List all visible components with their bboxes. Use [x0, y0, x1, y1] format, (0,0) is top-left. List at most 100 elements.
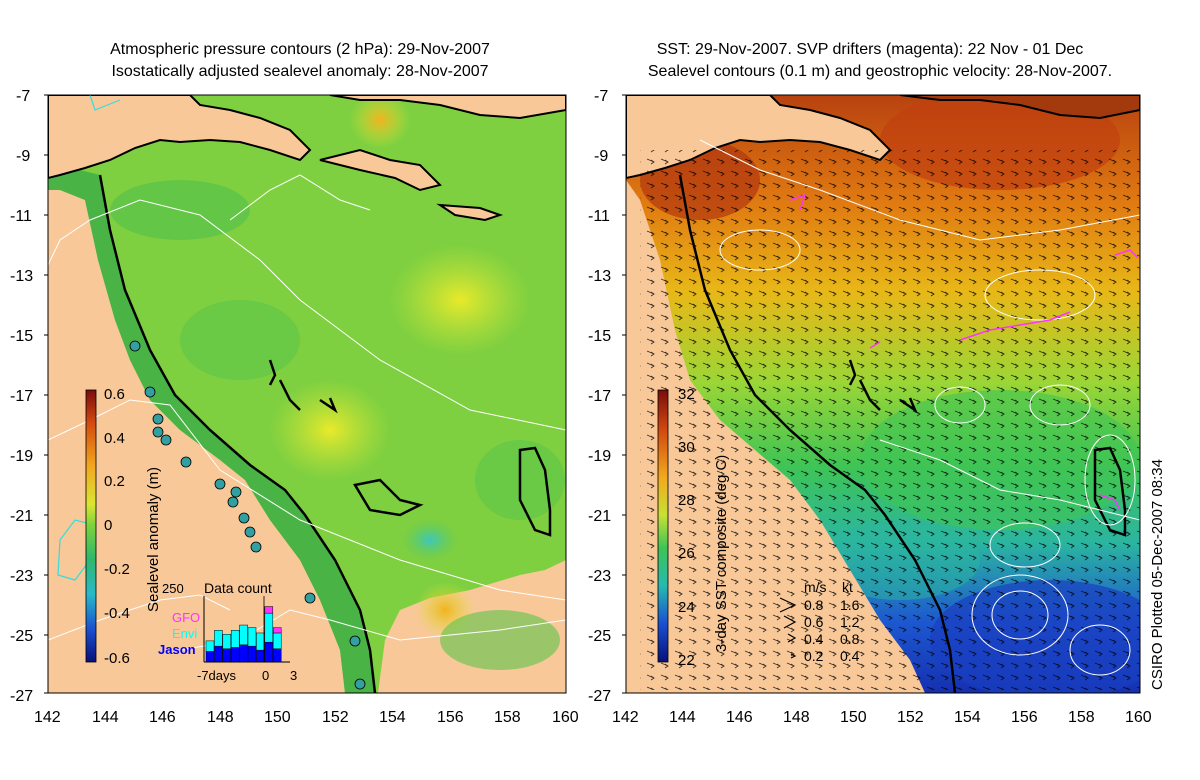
svg-text:158: 158	[1068, 709, 1095, 726]
inset-bar-envi	[230, 630, 240, 648]
sl-tick-6: -0.6	[104, 650, 130, 667]
svg-text:-17: -17	[588, 388, 611, 405]
inset-bar-jason	[205, 651, 215, 663]
right-title-line2: Sealevel contours (0.1 m) and geostrophi…	[647, 63, 1113, 80]
svg-text:-9: -9	[594, 148, 608, 165]
inset-bar-jason	[230, 647, 240, 663]
svg-text:-11: -11	[10, 208, 32, 225]
inset-bars	[205, 606, 282, 663]
vel-ms-0: 0.8	[804, 597, 824, 613]
right-axis-ticks: -7 -9 -11 -13 -15 -17 -19 -21 -23 -25 -2…	[588, 88, 1152, 726]
inset-bar-jason	[222, 648, 232, 663]
vel-kt-0: 1.6	[840, 597, 860, 613]
svg-text:154: 154	[954, 709, 981, 726]
svg-text:146: 146	[726, 709, 753, 726]
svg-text:-13: -13	[588, 268, 611, 285]
inset-bar-jason	[272, 648, 282, 663]
left-png-land	[48, 95, 312, 180]
svg-text:-25: -25	[10, 628, 33, 645]
svg-text:-13: -13	[10, 268, 33, 285]
vel-header-ms: m/s	[804, 579, 827, 595]
legend-jason: Jason	[158, 642, 196, 657]
legend-envi: Envi	[172, 626, 197, 641]
svg-text:-15: -15	[10, 328, 33, 345]
svg-text:-25: -25	[588, 628, 611, 645]
svg-text:150: 150	[264, 709, 291, 726]
svg-text:150: 150	[840, 709, 867, 726]
inset-bar-envi	[256, 632, 265, 651]
svg-text:148: 148	[207, 709, 234, 726]
sl-tick-0: 0.6	[104, 386, 125, 403]
inset-bar-gfo	[264, 606, 274, 614]
svg-text:-19: -19	[10, 448, 33, 465]
right-colorbar: 32 30 28 26 24 22 3-day SST composite (d…	[657, 386, 730, 669]
vel-kt-1: 1.2	[840, 614, 860, 630]
left-title-line2: Isostatically adjusted sealevel anomaly:…	[111, 63, 489, 80]
sst-colorbar-label: 3-day SST composite (deg C)	[713, 455, 730, 652]
svg-text:146: 146	[149, 709, 176, 726]
inset-bar-jason	[264, 641, 274, 663]
svg-text:158: 158	[494, 709, 521, 726]
svg-text:-19: -19	[588, 448, 611, 465]
sl-tick-3: 0	[104, 517, 112, 534]
svg-text:-7: -7	[16, 88, 30, 105]
inset-xlabel-mid: 0	[262, 668, 269, 683]
inset-bar-jason	[247, 645, 257, 663]
svg-text:-23: -23	[588, 568, 611, 585]
inset-xlabel-left: -7days	[197, 668, 237, 683]
inset-ymax: 250	[162, 581, 184, 596]
inset-bar-jason	[239, 644, 248, 663]
vel-header-kt: kt	[842, 579, 853, 595]
inset-bar-jason	[214, 645, 223, 663]
svg-text:-21: -21	[10, 508, 33, 525]
svg-text:154: 154	[379, 709, 406, 726]
sst-tick-4: 24	[678, 599, 695, 616]
velocity-legend: m/s kt 0.8 1.6 0.6 1.2 0.4 0.8 0.2 0.4	[779, 579, 860, 664]
svg-text:148: 148	[783, 709, 810, 726]
svg-text:160: 160	[1125, 709, 1152, 726]
vel-kt-3: 0.4	[840, 648, 860, 664]
inset-xlabel-right: 3	[290, 668, 297, 683]
svg-text:144: 144	[669, 709, 696, 726]
svg-text:-7: -7	[594, 88, 608, 105]
svg-text:156: 156	[437, 709, 464, 726]
right-map	[626, 95, 1140, 693]
svg-text:156: 156	[1011, 709, 1038, 726]
inset-bar-envi	[239, 624, 248, 646]
sl-tick-5: -0.4	[104, 605, 130, 622]
inset-title: Data count	[204, 580, 272, 596]
left-map	[48, 95, 566, 693]
right-title-line1: SST: 29-Nov-2007. SVP drifters (magenta)…	[656, 41, 1084, 58]
inset-bar-envi	[264, 612, 274, 643]
legend-gfo: GFO	[172, 610, 200, 625]
sst-tick-3: 26	[678, 545, 695, 562]
left-colorbar: 0.6 0.4 0.2 0 -0.2 -0.4 -0.6 Sealevel an…	[85, 386, 162, 667]
sst-tick-5: 22	[678, 652, 695, 669]
sl-tick-1: 0.4	[104, 430, 125, 447]
svg-text:-23: -23	[10, 568, 33, 585]
sst-tick-0: 32	[678, 386, 695, 403]
sst-tick-2: 28	[678, 492, 695, 509]
sst-tick-1: 30	[678, 439, 695, 456]
sl-tick-4: -0.2	[104, 561, 130, 578]
svg-text:144: 144	[92, 709, 119, 726]
inset-bar-gfo	[272, 627, 282, 634]
svg-text:-11: -11	[588, 208, 610, 225]
svg-text:152: 152	[322, 709, 349, 726]
svg-text:-15: -15	[588, 328, 611, 345]
svg-text:152: 152	[897, 709, 924, 726]
svg-text:-9: -9	[16, 148, 30, 165]
sl-colorbar-label: Sealevel anomaly (m)	[145, 467, 162, 612]
tide-gauge-markers	[129, 340, 366, 690]
svg-text:142: 142	[612, 709, 639, 726]
inset-bar-envi	[214, 630, 223, 647]
inset-bar-envi	[205, 640, 215, 652]
svg-text:-27: -27	[588, 688, 611, 705]
svg-text:-27: -27	[10, 688, 33, 705]
vel-ms-3: 0.2	[804, 648, 824, 664]
svg-text:160: 160	[552, 709, 579, 726]
inset-bar-envi	[247, 627, 257, 647]
vel-kt-2: 0.8	[840, 631, 860, 647]
left-title-line1: Atmospheric pressure contours (2 hPa): 2…	[110, 41, 490, 58]
